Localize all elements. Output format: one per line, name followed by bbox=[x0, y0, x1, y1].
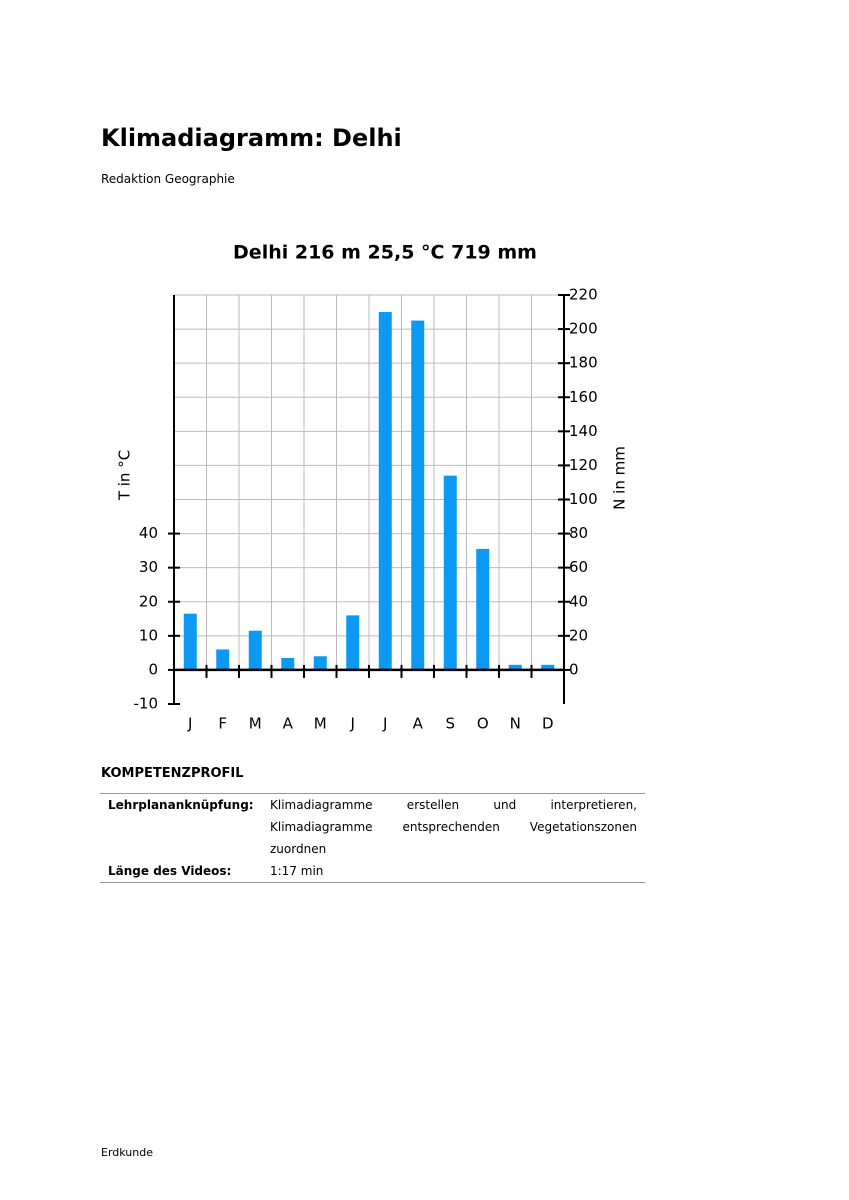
precipitation-bar bbox=[378, 312, 392, 670]
precipitation-bar bbox=[216, 649, 230, 670]
x-tick-label: F bbox=[218, 715, 227, 733]
y-tick-label: 10 bbox=[139, 626, 158, 644]
chart: Delhi 216 m 25,5 °C 719 mm02040608010012… bbox=[116, 242, 629, 733]
section-heading: KOMPETENZPROFIL bbox=[101, 766, 244, 781]
table-row: Lehrplananknüpfung: Klimadiagramme erstel… bbox=[100, 794, 645, 860]
y2-tick-label: 220 bbox=[569, 286, 598, 304]
row-value: Klimadiagramme erstellen und interpretie… bbox=[270, 798, 637, 856]
y-tick-label: 30 bbox=[139, 558, 158, 576]
subtitle: Redaktion Geographie bbox=[101, 172, 235, 186]
x-tick-label: S bbox=[445, 715, 455, 733]
x-tick-label: M bbox=[249, 715, 262, 733]
y-axis-label: T in °C bbox=[116, 450, 134, 501]
y2-tick-label: 60 bbox=[569, 558, 588, 576]
precipitation-bar bbox=[411, 320, 425, 670]
y2-tick-label: 160 bbox=[569, 388, 598, 406]
table-row: Länge des Videos: 1:17 min bbox=[100, 860, 645, 882]
precipitation-bar bbox=[541, 664, 555, 670]
x-tick-label: D bbox=[542, 715, 554, 733]
x-tick-label: J bbox=[350, 715, 355, 733]
title: Klimadiagramm: Delhi bbox=[101, 124, 402, 152]
y2-tick-label: 100 bbox=[569, 490, 598, 508]
y2-axis-label: N in mm bbox=[611, 446, 629, 510]
x-tick-label: J bbox=[187, 715, 192, 733]
precipitation-bar bbox=[346, 615, 360, 670]
x-tick-label: A bbox=[413, 715, 424, 733]
precipitation-bar bbox=[508, 664, 522, 670]
precipitation-bar bbox=[476, 548, 490, 670]
y-tick-label: 40 bbox=[139, 524, 158, 542]
y2-tick-label: 140 bbox=[569, 422, 598, 440]
y2-tick-label: 20 bbox=[569, 626, 588, 644]
x-tick-label: A bbox=[283, 715, 294, 733]
precipitation-bar bbox=[443, 475, 457, 670]
y-tick-label: 0 bbox=[148, 660, 158, 678]
y2-tick-label: 0 bbox=[569, 660, 579, 678]
y-tick-label: 20 bbox=[139, 592, 158, 610]
precipitation-bar bbox=[248, 630, 262, 670]
footer: Erdkunde bbox=[101, 1146, 153, 1159]
row-label: Lehrplananknüpfung: bbox=[108, 798, 254, 812]
chart-title: Delhi 216 m 25,5 °C 719 mm bbox=[233, 242, 537, 264]
x-tick-label: M bbox=[314, 715, 327, 733]
y2-tick-label: 120 bbox=[569, 456, 598, 474]
precipitation-bar bbox=[281, 657, 295, 670]
y-tick-label: -10 bbox=[134, 695, 159, 713]
x-tick-label: N bbox=[510, 715, 521, 733]
row-value: 1:17 min bbox=[270, 864, 324, 878]
y2-tick-label: 180 bbox=[569, 354, 598, 372]
y2-tick-label: 80 bbox=[569, 524, 588, 542]
y2-tick-label: 40 bbox=[569, 592, 588, 610]
row-label: Länge des Videos: bbox=[108, 864, 232, 878]
y2-tick-label: 200 bbox=[569, 320, 598, 338]
precipitation-bar bbox=[313, 656, 327, 670]
profile-table: Lehrplananknüpfung: Klimadiagramme erstel… bbox=[100, 793, 645, 883]
x-tick-label: O bbox=[477, 715, 489, 733]
x-tick-label: J bbox=[382, 715, 387, 733]
precipitation-bar bbox=[183, 613, 197, 670]
